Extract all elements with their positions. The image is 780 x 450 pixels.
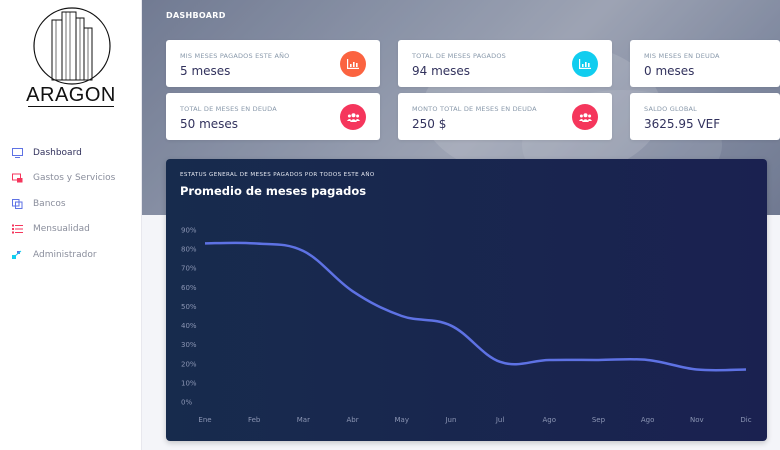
card-label: TOTAL DE MESES PAGADOS	[412, 52, 506, 60]
stat-card-mis-meses-deuda: MIS MESES EN DEUDA 0 meses	[630, 40, 780, 87]
y-tick-label: 40%	[181, 322, 197, 330]
card-value: 5 meses	[180, 64, 231, 78]
x-tick-label: Dic	[740, 416, 751, 424]
data-point[interactable]	[691, 364, 703, 376]
y-tick-label: 90%	[181, 227, 197, 235]
y-tick-label: 60%	[181, 284, 197, 292]
stat-card-total-meses-pagados: TOTAL DE MESES PAGADOS 94 meses	[398, 40, 612, 87]
sidebar-item-label: Gastos y Servicios	[33, 173, 116, 184]
sidebar-item-administrador[interactable]: Administrador	[0, 242, 142, 268]
card-value: 3625.95 VEF	[644, 117, 721, 131]
main-content: DASHBOARD MIS MESES PAGADOS ESTE AÑO 5 m…	[142, 0, 780, 450]
sidebar-item-dashboard[interactable]: Dashboard	[0, 140, 142, 166]
brand-name: ARAGON	[26, 84, 116, 106]
users-icon	[340, 104, 366, 130]
series-line-0	[204, 241, 747, 372]
line-chart: 0% 10% 20% 30% 40% 50% 60% 70% 80% 90% Ene Feb Mar Ab…	[181, 227, 752, 425]
data-point[interactable]	[396, 310, 408, 322]
x-tick-label: Mar	[297, 416, 310, 424]
chart-card: ESTATUS GENERAL DE MESES PAGADOS POR TOD…	[166, 159, 767, 441]
x-tick-label: Feb	[248, 416, 261, 424]
chart-title: Promedio de meses pagados	[180, 184, 367, 198]
sidebar-item-mensualidad[interactable]: Mensualidad	[0, 217, 142, 243]
x-tick-label: Ago	[641, 416, 655, 424]
chart-subtitle: ESTATUS GENERAL DE MESES PAGADOS POR TOD…	[180, 172, 375, 178]
sidebar-item-label: Administrador	[33, 249, 97, 260]
card-value: 0 meses	[644, 64, 695, 78]
chart-bar-icon	[340, 51, 366, 77]
x-tick-label: Abr	[346, 416, 358, 424]
sidebar-item-gastos[interactable]: Gastos y Servicios	[0, 166, 142, 192]
data-point[interactable]	[297, 245, 309, 257]
y-tick-label: 80%	[181, 246, 197, 254]
sidebar-item-bancos[interactable]: Bancos	[0, 191, 142, 217]
wallet-icon	[11, 172, 23, 184]
x-tick-label: May	[394, 416, 408, 424]
aragon-logo	[33, 7, 111, 85]
y-tick-label: 10%	[181, 379, 197, 387]
card-label: MIS MESES PAGADOS ESTE AÑO	[180, 52, 290, 60]
list-icon	[11, 223, 23, 235]
y-tick-label: 20%	[181, 360, 197, 368]
card-value: 94 meses	[412, 64, 471, 78]
x-tick-label: Jun	[444, 416, 456, 424]
x-tick-label: Nov	[690, 416, 704, 424]
sidebar-item-label: Bancos	[33, 198, 66, 209]
stat-card-monto-total-deuda: MONTO TOTAL DE MESES EN DEUDA 250 $	[398, 93, 612, 140]
bank-icon	[11, 198, 23, 210]
card-value: 50 meses	[180, 117, 239, 131]
x-tick-label: Sep	[592, 416, 606, 424]
sidebar-item-label: Dashboard	[33, 147, 82, 158]
card-label: SALDO GLOBAL	[644, 105, 697, 113]
x-tick-label: Ene	[198, 416, 211, 424]
card-label: TOTAL DE MESES EN DEUDA	[180, 105, 277, 113]
data-point[interactable]	[199, 237, 211, 249]
y-tick-label: 70%	[181, 265, 197, 273]
data-point[interactable]	[445, 320, 457, 332]
brand-underline	[28, 106, 114, 107]
y-tick-label: 30%	[181, 341, 197, 349]
card-label: MIS MESES EN DEUDA	[644, 52, 720, 60]
card-label: MONTO TOTAL DE MESES EN DEUDA	[412, 105, 537, 113]
card-value: 250 $	[412, 117, 447, 131]
stat-card-mis-meses-pagados: MIS MESES PAGADOS ESTE AÑO 5 meses	[166, 40, 380, 87]
chart-bar-icon	[572, 51, 598, 77]
sidebar-item-label: Mensualidad	[33, 224, 90, 235]
page-title: DASHBOARD	[166, 11, 226, 20]
users-icon	[572, 104, 598, 130]
sidebar: ARAGON Dashboard Gastos y Servicios Banc…	[0, 0, 142, 450]
monitor-icon	[11, 147, 23, 159]
data-point[interactable]	[543, 354, 555, 366]
sidebar-nav: Dashboard Gastos y Servicios Bancos Mens…	[0, 140, 142, 268]
data-point[interactable]	[248, 237, 260, 249]
y-tick-label: 50%	[181, 303, 197, 311]
y-tick-label: 0%	[181, 399, 192, 407]
stat-card-saldo-global: SALDO GLOBAL 3625.95 VEF	[630, 93, 780, 140]
x-tick-label: Jul	[495, 416, 505, 424]
admin-icon	[11, 249, 23, 261]
data-point[interactable]	[494, 356, 506, 368]
x-tick-label: Ago	[543, 416, 557, 424]
data-point[interactable]	[347, 285, 359, 297]
data-point[interactable]	[642, 354, 654, 366]
stat-card-total-meses-deuda: TOTAL DE MESES EN DEUDA 50 meses	[166, 93, 380, 140]
data-point[interactable]	[740, 364, 752, 376]
data-point[interactable]	[592, 354, 604, 366]
